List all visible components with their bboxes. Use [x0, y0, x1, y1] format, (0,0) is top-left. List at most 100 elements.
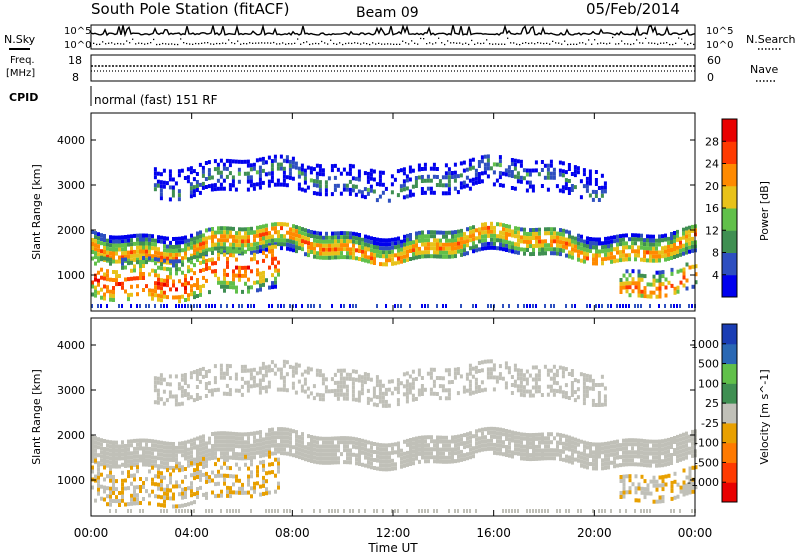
heatmap-cell [195, 184, 199, 188]
heatmap-cell [364, 451, 367, 456]
heatmap-cell [295, 434, 298, 439]
heatmap-cell [382, 254, 385, 259]
heatmap-cell [319, 235, 322, 240]
heatmap-cell [481, 242, 484, 247]
colorbar-swatch [722, 208, 737, 231]
heatmap-cell [432, 174, 436, 179]
heatmap-cell [91, 459, 94, 463]
heatmap-cell [336, 183, 340, 188]
heatmap-cell [643, 258, 646, 263]
heatmap-cell [166, 256, 169, 261]
heatmap-cell [447, 171, 451, 176]
heatmap-cell [145, 489, 148, 494]
heatmap-cell [685, 455, 688, 460]
heatmap-cell [304, 453, 307, 458]
heatmap-cell [546, 384, 550, 389]
heatmap-cell [454, 242, 457, 247]
heatmap-cell [207, 369, 211, 374]
heatmap-cell [376, 304, 378, 308]
heatmap-cell [375, 379, 379, 384]
nsearch-dot [297, 38, 299, 40]
heatmap-cell [279, 166, 283, 171]
nsearch-dot [675, 42, 677, 44]
heatmap-cell [478, 448, 481, 453]
heatmap-cell [655, 479, 659, 484]
heatmap-cell [346, 247, 349, 252]
heatmap-cell [450, 171, 454, 175]
heatmap-cell [432, 391, 436, 396]
heatmap-cell [175, 248, 178, 253]
heatmap-cell [532, 441, 535, 445]
heatmap-cell [484, 238, 487, 243]
heatmap-cell [310, 435, 313, 439]
heatmap-cell [655, 278, 659, 283]
heatmap-cell [519, 388, 523, 393]
heatmap-cell [661, 483, 665, 488]
heatmap-cell [538, 456, 541, 461]
heatmap-cell [313, 246, 316, 251]
heatmap-cell [343, 440, 346, 445]
nsearch-dot [636, 39, 638, 41]
heatmap-cell [226, 230, 229, 235]
heatmap-cell [561, 366, 565, 371]
heatmap-cell [561, 173, 565, 178]
heatmap-cell [391, 257, 394, 262]
heatmap-cell [175, 457, 178, 462]
heatmap-cell [685, 226, 688, 231]
heatmap-cell [315, 175, 319, 180]
heatmap-cell [165, 398, 169, 403]
heatmap-cell [186, 175, 190, 180]
heatmap-cell [514, 242, 517, 247]
heatmap-cell [454, 459, 457, 464]
heatmap-cell [199, 443, 202, 448]
y-tick-label: 3000 [57, 384, 85, 397]
heatmap-cell [492, 170, 496, 175]
heatmap-cell [613, 247, 616, 252]
heatmap-cell [451, 230, 454, 235]
heatmap-cell [640, 241, 643, 246]
heatmap-cell [328, 247, 331, 252]
heatmap-cell [178, 244, 181, 249]
heatmap-cell [420, 167, 424, 171]
heatmap-cell [577, 237, 580, 242]
heatmap-cell [477, 389, 481, 393]
heatmap-cell [106, 443, 109, 448]
heatmap-cell [390, 174, 394, 179]
heatmap-cell [607, 240, 610, 245]
heatmap-cell [387, 379, 391, 384]
heatmap-cell [571, 304, 573, 308]
heatmap-cell [357, 394, 361, 399]
heatmap-cell [556, 509, 558, 513]
heatmap-cell [262, 278, 265, 283]
heatmap-cell [349, 231, 352, 236]
heatmap-cell [498, 159, 502, 164]
heatmap-cell [366, 388, 370, 393]
heatmap-cell [364, 258, 367, 263]
heatmap-cell [685, 230, 688, 235]
heatmap-cell [250, 285, 253, 290]
heatmap-cell [631, 454, 634, 459]
heatmap-cell [193, 271, 196, 276]
heatmap-cell [354, 192, 358, 197]
heatmap-cell [172, 259, 175, 264]
heatmap-cell [396, 378, 400, 383]
heatmap-cell [109, 297, 112, 302]
nsearch-dot [576, 43, 578, 45]
heatmap-cell [340, 243, 343, 248]
heatmap-cell [130, 292, 133, 297]
heatmap-cell [567, 372, 571, 376]
heatmap-cell [342, 183, 346, 188]
heatmap-cell [480, 388, 484, 393]
heatmap-cell [156, 392, 160, 397]
heatmap-cell [331, 448, 334, 453]
heatmap-cell [133, 233, 136, 238]
heatmap-cell [564, 182, 568, 187]
heatmap-cell [508, 441, 511, 446]
heatmap-cell [349, 452, 352, 457]
heatmap-cell [567, 167, 571, 171]
heatmap-cell [565, 454, 568, 459]
heatmap-cell [198, 395, 202, 400]
heatmap-cell [526, 457, 529, 461]
heatmap-cell [235, 285, 238, 290]
heatmap-cell [457, 249, 460, 254]
